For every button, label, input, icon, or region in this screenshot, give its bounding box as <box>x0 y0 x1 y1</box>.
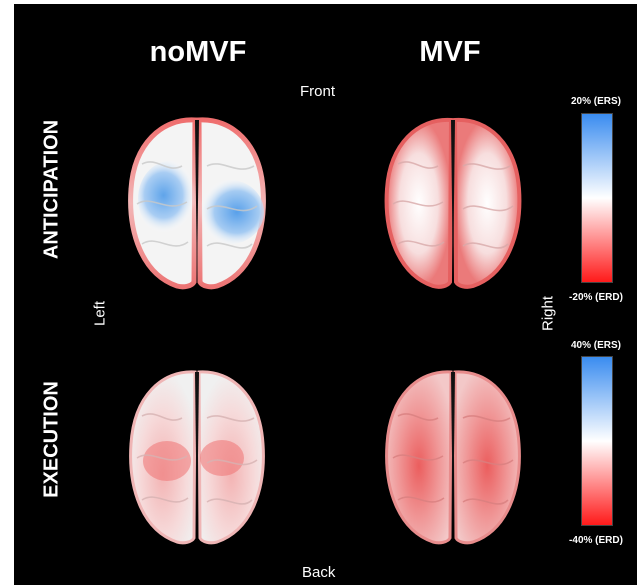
colorbar-anticipation <box>581 113 613 283</box>
colorbar-top-max-label: 20% (ERS) <box>570 96 621 107</box>
brain-map-execution-nomvf <box>129 370 265 545</box>
colorbar-execution <box>581 356 613 526</box>
brain-map-anticipation-mvf <box>384 117 522 289</box>
row-title-anticipation: ANTICIPATION <box>40 119 63 260</box>
row-title-execution: EXECUTION <box>40 381 63 498</box>
brain-map-execution-mvf <box>385 370 521 545</box>
colorbar-top-min-label: -20% (ERD) <box>569 292 623 303</box>
brain-map-anticipation-nomvf <box>128 117 266 290</box>
column-title-mvf: MVF <box>419 36 481 68</box>
colorbar-bottom-max-label: 40% (ERS) <box>570 340 621 351</box>
label-front: Front <box>300 83 336 100</box>
column-title-nomvf: noMVF <box>149 36 247 68</box>
figure-panel <box>14 4 637 585</box>
label-left: Left <box>91 300 109 327</box>
colorbar-bottom-min-label: -40% (ERD) <box>569 535 623 546</box>
label-back: Back <box>302 564 336 581</box>
label-right: Right <box>539 295 557 332</box>
